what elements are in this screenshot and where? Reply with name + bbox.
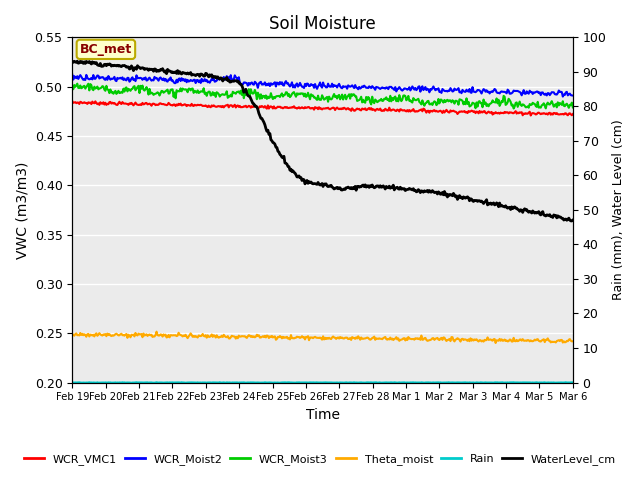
WCR_VMC1 bbox=[569, 111, 577, 117]
Line: WCR_Moist3: WCR_Moist3 bbox=[72, 84, 573, 108]
X-axis label: Time: Time bbox=[305, 408, 340, 422]
WCR_Moist2 bbox=[557, 89, 564, 95]
WCR_Moist2 bbox=[479, 88, 486, 94]
Rain bbox=[216, 379, 223, 385]
WaterLevel_cm bbox=[367, 184, 375, 190]
Rain bbox=[341, 380, 349, 385]
Rain bbox=[311, 380, 319, 385]
WCR_Moist3 bbox=[367, 101, 375, 107]
Theta_moist bbox=[559, 340, 566, 346]
WCR_Moist3 bbox=[480, 96, 488, 102]
WaterLevel_cm bbox=[480, 201, 488, 206]
Rain bbox=[569, 380, 577, 385]
WCR_Moist2 bbox=[569, 93, 577, 98]
Theta_moist bbox=[340, 336, 348, 341]
WCR_Moist3 bbox=[340, 94, 348, 100]
Rain bbox=[369, 380, 376, 385]
WCR_VMC1 bbox=[527, 113, 534, 119]
Y-axis label: VWC (m3/m3): VWC (m3/m3) bbox=[15, 161, 29, 259]
WaterLevel_cm bbox=[307, 179, 315, 185]
WaterLevel_cm bbox=[340, 186, 348, 192]
Theta_moist bbox=[492, 340, 499, 346]
Line: Theta_moist: Theta_moist bbox=[72, 332, 573, 343]
Y-axis label: Rain (mm), Water Level (cm): Rain (mm), Water Level (cm) bbox=[612, 120, 625, 300]
WCR_Moist3 bbox=[510, 106, 518, 111]
Title: Soil Moisture: Soil Moisture bbox=[269, 15, 376, 33]
Theta_moist bbox=[307, 335, 315, 340]
WCR_Moist3 bbox=[569, 105, 577, 110]
Line: WCR_VMC1: WCR_VMC1 bbox=[72, 101, 573, 116]
Theta_moist bbox=[367, 336, 375, 342]
WCR_Moist2 bbox=[559, 94, 566, 99]
Theta_moist bbox=[310, 335, 318, 340]
WCR_Moist3 bbox=[310, 95, 318, 100]
WCR_Moist3 bbox=[307, 91, 315, 97]
WCR_VMC1 bbox=[309, 105, 317, 111]
Text: BC_met: BC_met bbox=[80, 43, 132, 56]
WCR_Moist2 bbox=[309, 82, 317, 88]
Rain bbox=[127, 380, 135, 386]
Rain bbox=[481, 380, 488, 385]
WaterLevel_cm bbox=[568, 218, 576, 224]
WCR_Moist2 bbox=[339, 83, 347, 89]
Line: Rain: Rain bbox=[72, 382, 573, 383]
Theta_moist bbox=[569, 338, 577, 344]
Rain bbox=[559, 380, 566, 385]
WCR_VMC1 bbox=[306, 106, 314, 111]
Legend: WCR_VMC1, WCR_Moist2, WCR_Moist3, Theta_moist, Rain, WaterLevel_cm: WCR_VMC1, WCR_Moist2, WCR_Moist3, Theta_… bbox=[19, 450, 621, 469]
Theta_moist bbox=[153, 329, 161, 335]
Rain bbox=[308, 380, 316, 385]
WCR_Moist2 bbox=[306, 83, 314, 89]
Theta_moist bbox=[68, 331, 76, 337]
WCR_VMC1 bbox=[339, 106, 347, 112]
WaterLevel_cm bbox=[569, 217, 577, 223]
WCR_Moist2 bbox=[68, 72, 76, 77]
WCR_Moist3 bbox=[559, 98, 566, 104]
WaterLevel_cm bbox=[74, 58, 81, 64]
WCR_VMC1 bbox=[558, 111, 566, 117]
WCR_VMC1 bbox=[479, 109, 486, 115]
WCR_VMC1 bbox=[366, 107, 374, 112]
Line: WaterLevel_cm: WaterLevel_cm bbox=[72, 61, 573, 221]
WaterLevel_cm bbox=[310, 181, 318, 187]
WCR_Moist2 bbox=[366, 84, 374, 90]
WCR_Moist3 bbox=[74, 81, 81, 86]
Line: WCR_Moist2: WCR_Moist2 bbox=[72, 74, 573, 96]
WaterLevel_cm bbox=[68, 59, 76, 65]
WCR_Moist3 bbox=[68, 83, 76, 89]
WaterLevel_cm bbox=[558, 216, 566, 221]
WCR_VMC1 bbox=[68, 98, 76, 104]
Rain bbox=[68, 380, 76, 385]
Theta_moist bbox=[480, 339, 488, 345]
